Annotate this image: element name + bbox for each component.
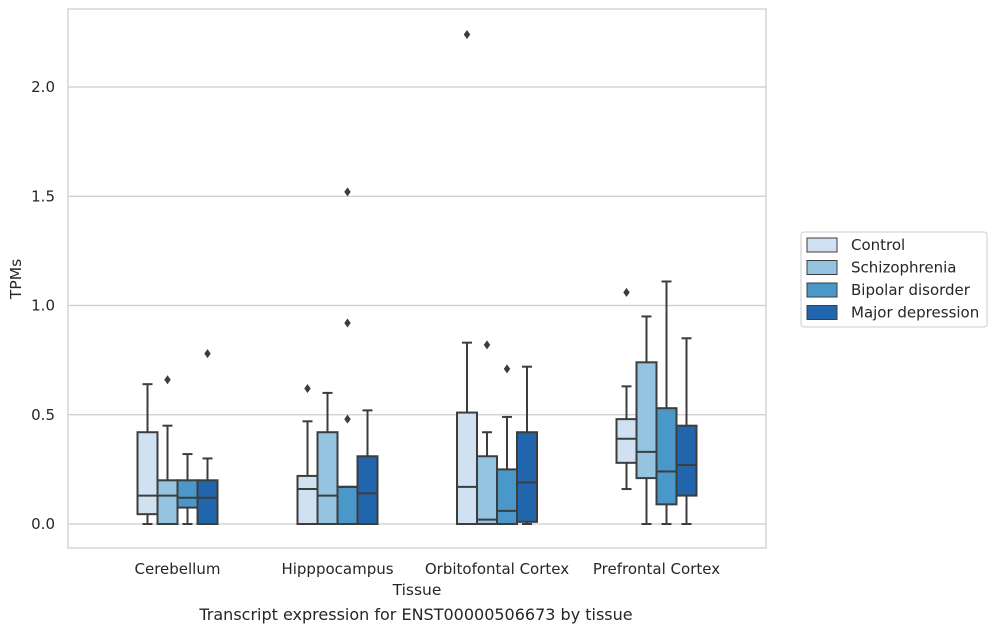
outlier-point: [463, 30, 471, 40]
outlier-point: [344, 414, 351, 424]
box-3-3: [675, 337, 698, 525]
box-body: [356, 455, 379, 526]
box-body: [336, 485, 359, 526]
outlier-point: [204, 349, 211, 359]
box-2-2: [496, 364, 518, 525]
box-2-3: [655, 280, 678, 525]
figure-caption: Transcript expression for ENST0000050667…: [199, 605, 633, 624]
x-tick-label: Orbitofontal Cortex: [425, 560, 569, 578]
box-body: [635, 361, 658, 480]
box-0-1: [296, 384, 319, 525]
y-tick-label: 2.0: [31, 78, 55, 96]
box-3-0: [196, 349, 219, 525]
y-tick-label: 0.5: [31, 406, 55, 424]
outlier-point: [503, 364, 511, 374]
outlier-point: [164, 375, 171, 385]
legend-label: Major depression: [851, 304, 979, 322]
outlier-point: [483, 340, 491, 350]
box-0-2: [456, 30, 478, 525]
box-0-0: [136, 383, 159, 525]
legend-label: Control: [851, 236, 905, 254]
box-body: [456, 411, 478, 525]
box-body: [516, 431, 538, 523]
y-axis-label: TPMs: [7, 259, 25, 300]
box-body: [476, 455, 498, 526]
box-body: [655, 407, 678, 506]
box-1-2: [476, 340, 498, 526]
box-body: [196, 479, 219, 525]
outlier-point: [623, 287, 630, 297]
box-body: [156, 479, 179, 525]
y-axis-ticks: 0.0 0.5 1.0 1.5 2.0: [31, 78, 55, 533]
x-tick-label: Hipppocampus: [281, 560, 393, 578]
box-2-0: [176, 453, 199, 525]
box-body: [615, 418, 638, 464]
legend-swatch: [806, 260, 838, 275]
legend-swatch: [806, 305, 838, 320]
y-tick-label: 1.5: [31, 187, 55, 205]
box-1-1: [316, 391, 339, 526]
outlier-point: [344, 318, 351, 328]
y-tick-label: 0.0: [31, 515, 55, 533]
box-3-2: [516, 365, 538, 525]
box-body: [136, 431, 159, 516]
box-body: [316, 431, 339, 526]
box-body: [296, 474, 319, 525]
x-tick-label: Prefrontal Cortex: [593, 560, 720, 578]
box-body: [675, 424, 698, 497]
outlier-point: [344, 187, 351, 197]
x-axis-label: Tissue: [392, 581, 442, 599]
legend-swatch: [806, 282, 838, 298]
legend-label: Schizophrenia: [851, 259, 956, 277]
legend-frame: [800, 231, 988, 328]
x-tick-label: Cerebellum: [135, 560, 221, 578]
legend-swatch: [806, 237, 838, 253]
x-axis-ticks: Cerebellum Hipppocampus Orbitofontal Corte…: [135, 560, 721, 578]
legend: Control Schizophrenia Bipolar disorder Majo…: [800, 231, 988, 328]
box-body: [496, 468, 518, 525]
legend-label: Bipolar disorder: [851, 281, 971, 299]
outlier-point: [304, 384, 311, 394]
boxes-layer: [136, 30, 698, 526]
box-3-1: [356, 409, 379, 526]
box-body: [176, 479, 199, 509]
y-tick-label: 1.0: [31, 297, 55, 315]
